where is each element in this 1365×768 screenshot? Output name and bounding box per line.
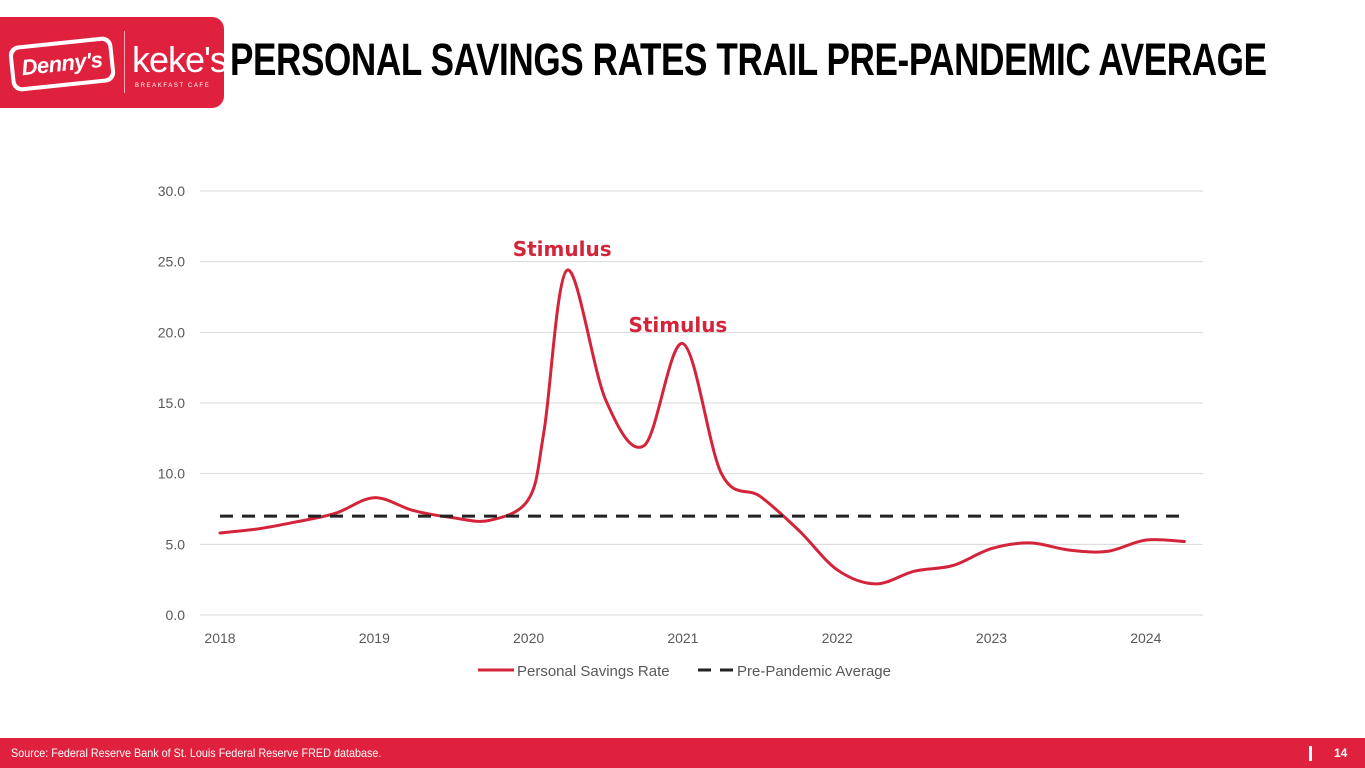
logo-divider — [124, 31, 125, 93]
y-tick-label: 25.0 — [158, 254, 185, 270]
x-tick-label: 2024 — [1130, 630, 1161, 646]
y-tick-label: 30.0 — [158, 183, 185, 199]
footer: Source: Federal Reserve Bank of St. Loui… — [0, 738, 1365, 768]
y-tick-label: 0.0 — [166, 607, 186, 623]
source-note: Source: Federal Reserve Bank of St. Loui… — [11, 746, 382, 760]
y-tick-label: 20.0 — [158, 324, 185, 340]
page-number: 14 — [1334, 746, 1348, 760]
x-tick-label: 2022 — [822, 630, 853, 646]
x-axis-ticks: 2018 2019 2020 2021 2022 2023 2024 — [204, 630, 1161, 646]
logo-block: Denny's keke's BREAKFAST CAFE — [0, 17, 228, 108]
legend-label: Personal Savings Rate — [517, 663, 670, 680]
page-title: PERSONAL SAVINGS RATES TRAIL PRE-PANDEMI… — [230, 34, 1267, 85]
y-tick-label: 5.0 — [166, 536, 186, 552]
annotation-layer: Stimulus Stimulus — [513, 237, 728, 337]
x-tick-label: 2020 — [513, 630, 544, 646]
y-tick-label: 10.0 — [158, 466, 185, 482]
kekes-logo-subtitle: BREAKFAST CAFE — [135, 83, 211, 89]
page-number-separator — [1309, 746, 1312, 761]
x-tick-label: 2018 — [204, 630, 235, 646]
legend-label: Pre-Pandemic Average — [737, 663, 891, 680]
savings-rate-chart: 0.05.010.015.020.025.030.0 2018 2019 2020 2… — [158, 183, 1203, 680]
y-tick-label: 15.0 — [158, 395, 185, 411]
y-axis-ticks: 0.0 5.0 10.0 15.0 20.0 25.0 30.0 — [158, 183, 185, 623]
kekes-logo: keke's — [132, 39, 228, 80]
x-tick-label: 2021 — [667, 630, 698, 646]
legend: Personal Savings Rate Pre-Pandemic Averag… — [478, 663, 891, 680]
stimulus-annotation: Stimulus — [513, 237, 612, 261]
x-tick-label: 2023 — [976, 630, 1007, 646]
x-tick-label: 2019 — [359, 630, 390, 646]
series-layer — [218, 268, 1186, 586]
stimulus-annotation: Stimulus — [628, 313, 727, 337]
series-personal-savings-rate — [218, 268, 1186, 586]
